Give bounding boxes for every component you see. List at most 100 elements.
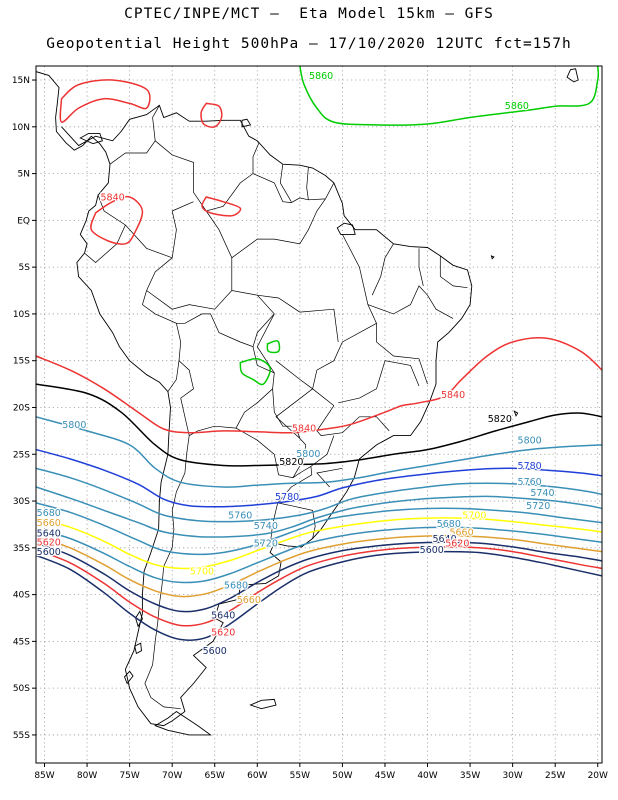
island-outline xyxy=(241,118,252,128)
country-border xyxy=(316,405,390,436)
country-border xyxy=(306,166,309,200)
country-border xyxy=(270,465,313,539)
country-border xyxy=(418,248,424,286)
contour-label: 5840 xyxy=(441,390,465,401)
contour-label: 5800 xyxy=(296,449,320,460)
lat-tick-label: 5S xyxy=(19,263,31,273)
contour-5640 xyxy=(36,541,602,613)
contour-label: 5640 xyxy=(37,528,61,539)
lon-tick-label: 75W xyxy=(119,771,139,781)
country-border xyxy=(97,194,194,259)
country-border xyxy=(439,255,468,289)
lat-tick-label: 40S xyxy=(13,591,30,601)
contour-label: 5660 xyxy=(449,527,473,538)
contour-label: 5680 xyxy=(437,519,461,530)
country-border xyxy=(367,285,454,319)
island-outline xyxy=(79,132,103,145)
country-border xyxy=(235,388,307,479)
lon-tick-label: 50W xyxy=(332,771,352,781)
country-border xyxy=(146,290,215,310)
contour-5720 xyxy=(36,502,602,556)
contour-label: 5760 xyxy=(518,477,542,488)
contour-5860 xyxy=(299,66,600,126)
plot-frame xyxy=(35,65,603,764)
country-border xyxy=(275,388,313,439)
country-border xyxy=(109,105,160,165)
contour-label: 5800 xyxy=(62,420,86,431)
country-border xyxy=(84,224,126,263)
axis-ticks: 15N 10N 5N EQ 5S 10S 15S 20S 25S 30S 35S 40S 45S 50S 5… xyxy=(12,76,608,781)
closed-contour-5840 xyxy=(200,102,223,128)
contour-label: 5740 xyxy=(254,521,278,532)
contour-label: 5640 xyxy=(432,534,456,545)
closed-contour-5840 xyxy=(90,195,144,245)
lon-tick-label: 45W xyxy=(375,771,395,781)
contour-5680 xyxy=(36,526,602,584)
country-border xyxy=(214,290,275,374)
closed-contour-5840 xyxy=(59,79,151,123)
lat-tick-label: 20S xyxy=(13,403,30,413)
contour-5760 xyxy=(36,467,602,523)
island-outline xyxy=(566,68,579,83)
lat-tick-label: 15N xyxy=(12,76,30,86)
country-border xyxy=(144,435,190,710)
lon-tick-label: 65W xyxy=(205,771,225,781)
contour-label: 5780 xyxy=(518,461,542,472)
contour-label: 5660 xyxy=(237,595,261,606)
contour-5700 xyxy=(36,517,602,570)
country-border xyxy=(279,164,292,202)
country-border xyxy=(231,198,326,291)
lon-tick-label: 80W xyxy=(77,771,97,781)
country-border xyxy=(338,360,420,404)
lon-tick-label: 40W xyxy=(417,771,437,781)
lat-tick-label: 10N xyxy=(12,123,30,133)
contour-label: 5600 xyxy=(37,547,61,558)
lat-tick-label: 15S xyxy=(13,357,30,367)
lon-tick-label: 25W xyxy=(545,771,565,781)
country-border xyxy=(252,173,335,203)
contour-label: 5720 xyxy=(254,539,278,550)
contour-5740 xyxy=(36,486,602,538)
contour-label: 5680 xyxy=(37,508,61,519)
contour-labels: 5860586058405840584058205820580058005800… xyxy=(35,70,555,659)
contour-label: 5660 xyxy=(37,518,61,529)
contour-5660 xyxy=(36,534,602,598)
lat-tick-label: 35S xyxy=(13,544,30,554)
island-outline xyxy=(123,670,134,685)
contour-5780 xyxy=(36,448,602,508)
chart-title-line2: Geopotential Height 500hPa — 17/10/2020 … xyxy=(46,36,572,52)
country-border xyxy=(205,210,233,258)
contour-label: 5720 xyxy=(526,501,550,512)
landmass-outlines xyxy=(36,68,579,736)
contour-label: 5680 xyxy=(224,581,248,592)
contour-label: 5600 xyxy=(420,545,444,556)
country-border xyxy=(316,467,343,488)
closed-contour-5860 xyxy=(266,340,281,354)
lat-tick-label: 5N xyxy=(18,170,30,180)
island-outline xyxy=(336,222,356,235)
island-outline xyxy=(154,710,212,736)
contour-label: 5760 xyxy=(228,511,252,522)
height-contours xyxy=(36,66,602,641)
lat-tick-label: 25S xyxy=(13,450,30,460)
contour-label: 5620 xyxy=(211,628,235,639)
contour-label: 5820 xyxy=(279,457,303,468)
country-border xyxy=(275,360,313,390)
country-border xyxy=(141,257,182,392)
contour-5800 xyxy=(36,416,602,488)
country-border xyxy=(312,234,377,406)
lon-tick-label: 55W xyxy=(290,771,310,781)
contour-label: 5700 xyxy=(462,511,486,522)
contour-label: 5860 xyxy=(505,101,529,112)
chart-title-line1: CPTEC/INPE/MCT — Eta Model 15km — GFS xyxy=(124,6,494,22)
contour-5600 xyxy=(36,550,602,641)
lon-tick-label: 35W xyxy=(460,771,480,781)
island-outline xyxy=(513,410,519,417)
island-outline xyxy=(134,642,142,655)
contour-5840 xyxy=(36,337,602,434)
contour-label: 5840 xyxy=(101,192,125,203)
country-border xyxy=(154,140,260,212)
contour-label: 5620 xyxy=(37,538,61,549)
lat-tick-label: EQ xyxy=(17,216,30,226)
country-border xyxy=(252,313,275,347)
